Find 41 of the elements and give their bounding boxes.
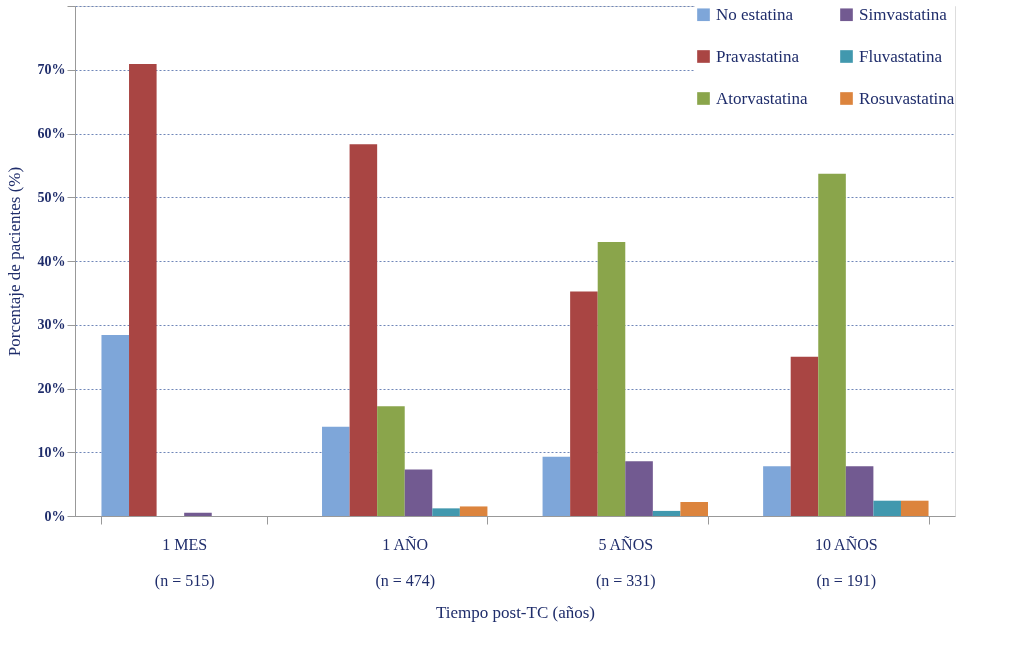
bar [790, 356, 819, 516]
bar [597, 241, 626, 516]
bar [459, 506, 488, 516]
bar [432, 508, 460, 516]
y-tick-label: 0% [44, 508, 66, 524]
bar [377, 406, 405, 516]
y-tick-label: 20% [37, 381, 66, 396]
legend-label: Simvastatina [859, 4, 948, 24]
bar [101, 334, 130, 516]
y-tick-label: 10% [37, 444, 66, 460]
x-tick-label: 10 AÑOS (n = 191) [814, 535, 878, 590]
y-tick-label: 60% [37, 126, 66, 141]
x-tick-label: 5 AÑOS (n = 331) [595, 535, 656, 590]
legend-label: Pravastatina [716, 46, 800, 66]
bar [625, 461, 653, 516]
bar [542, 456, 571, 516]
bar [404, 469, 433, 516]
x-tick-label: 1 AÑO (n = 474) [375, 535, 436, 590]
legend-label: Rosuvastatina [859, 88, 955, 108]
bar [322, 426, 350, 516]
bar [845, 466, 874, 516]
x-axis-title: Tiempo post-TC (años) [436, 602, 595, 622]
legend-label: Fluvastatina [859, 46, 943, 66]
bar [349, 144, 378, 516]
legend-label: No estatina [716, 4, 794, 24]
bar [763, 466, 791, 516]
bar [680, 501, 708, 516]
y-tick-label: 30% [37, 317, 66, 333]
bar [129, 64, 157, 516]
y-tick-label: 40% [37, 253, 66, 269]
bar [184, 512, 212, 516]
y-tick-label: 70% [37, 62, 66, 78]
y-tick-label: 50% [37, 189, 66, 205]
y-axis-title: Porcentaje de pacientes (%) [4, 166, 24, 357]
bar [818, 173, 846, 516]
x-tick-label: 1 MES (n = 515) [154, 535, 215, 590]
bar [570, 291, 598, 516]
bar [873, 500, 901, 516]
legend-label: Atorvastatina [716, 88, 809, 108]
bar [900, 500, 929, 516]
bar [652, 510, 681, 516]
